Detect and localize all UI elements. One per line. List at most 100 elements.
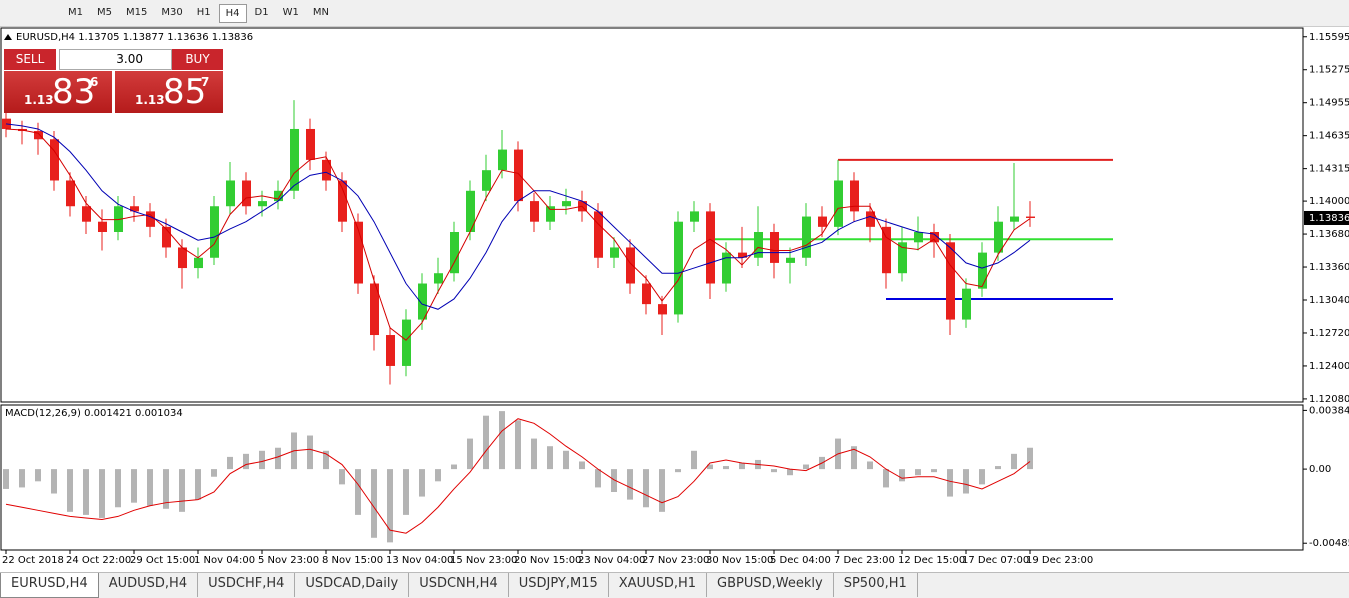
candle-body (706, 211, 715, 284)
sell-button[interactable]: SELL (4, 49, 56, 70)
macd-bar (547, 446, 553, 470)
macd-bar (403, 469, 409, 515)
x-tick-label: 23 Nov 04:00 (578, 555, 645, 566)
timeframe-button[interactable]: M1 (68, 6, 83, 18)
macd-bar (19, 469, 25, 488)
candle-body (354, 221, 363, 284)
price-pane (0, 27, 1304, 403)
timeframe-button[interactable]: M15 (126, 6, 148, 18)
candle-body (274, 190, 283, 202)
candle-body (146, 211, 155, 227)
candle-body (1010, 216, 1019, 222)
collapse-icon (4, 34, 12, 40)
candle-body (978, 252, 987, 289)
x-tick-label: 7 Dec 23:00 (834, 555, 895, 566)
macd-bar (163, 469, 169, 509)
timeframes: M1 M5 M15 M30 H1 H4 D1 W1 MN (62, 3, 337, 23)
candle-body (626, 247, 635, 284)
timeframe-button[interactable]: H1 (196, 6, 211, 18)
candle-body (210, 206, 219, 258)
candle-body (178, 247, 187, 269)
macd-bar (899, 469, 905, 482)
chart-tab[interactable]: EURUSD,H4 (0, 573, 99, 598)
y-tick-label: 1.14955 (1309, 98, 1349, 109)
candle-body (786, 257, 795, 263)
sell-price[interactable]: 1.13 83 6 (4, 71, 112, 113)
chart-tabs: EURUSD,H4 AUDUSD,H4 USDCHF,H4 USDCAD,Daily U… (0, 572, 1349, 598)
macd-bar (451, 464, 457, 470)
chart-tab[interactable]: USDCAD,Daily (295, 573, 410, 597)
y-tick-label: 1.13680 (1309, 229, 1349, 240)
macd-bar (227, 456, 233, 470)
x-tick-label: 12 Dec 15:00 (898, 555, 965, 566)
timeframe-button[interactable]: M30 (161, 6, 183, 18)
macd-pane (0, 404, 1304, 551)
candle-body (882, 226, 891, 274)
macd-bar (723, 466, 729, 470)
chart-tab[interactable]: SP500,H1 (834, 573, 918, 597)
x-tick-label: 20 Nov 15:00 (514, 555, 581, 566)
chart-tab[interactable]: GBPUSD,Weekly (707, 573, 834, 597)
macd-bar (419, 469, 425, 497)
candle-body (770, 232, 779, 263)
macd-bar (947, 469, 953, 497)
volume: 3.00 (116, 52, 143, 66)
buy-price[interactable]: 1.13 85 7 (115, 71, 223, 113)
x-tick-label: 24 Oct 22:00 (66, 555, 131, 566)
y-tick-label: 0.00 (1309, 464, 1331, 475)
candle-body (594, 211, 603, 258)
candle-body (194, 257, 203, 269)
macd-bar (371, 469, 377, 538)
macd-bar (931, 469, 937, 473)
price-pip: 6 (90, 75, 99, 89)
chart-tab[interactable]: USDJPY,M15 (509, 573, 609, 597)
volume-input[interactable]: 3.00 (59, 49, 172, 70)
macd-bar (675, 469, 681, 473)
chart-tab[interactable]: USDCHF,H4 (198, 573, 296, 597)
macd-bar (339, 469, 345, 485)
timeframe-button[interactable]: W1 (282, 6, 299, 18)
timeframe-button[interactable]: MN (312, 6, 329, 18)
y-tick-label: 1.13360 (1309, 262, 1349, 273)
candle-body (818, 216, 827, 227)
moving-average (5, 123, 1031, 310)
macd-bar (979, 469, 985, 485)
timeframe-button[interactable]: H4 (218, 3, 247, 23)
timeframe-button[interactable]: D1 (254, 6, 269, 18)
candle-body (258, 201, 267, 207)
y-tick-label: 1.15595 (1309, 32, 1349, 43)
macd-bar (771, 469, 777, 473)
macd-bar (1011, 453, 1017, 470)
candle-body (82, 206, 91, 222)
x-tick-label: 8 Nov 15:00 (322, 555, 383, 566)
macd-bar (563, 450, 569, 470)
candle-body (962, 288, 971, 320)
chart-tab[interactable]: USDCNH,H4 (409, 573, 509, 597)
candle-body (290, 128, 299, 191)
x-tick-label: 5 Nov 23:00 (258, 555, 319, 566)
x-tick-label: 17 Dec 07:00 (962, 555, 1029, 566)
macd-bar (355, 469, 361, 515)
macd-bar (275, 447, 281, 470)
macd-bar (83, 469, 89, 515)
candle-body (946, 242, 955, 320)
chart-tab[interactable]: AUDUSD,H4 (99, 573, 199, 597)
candle-body (466, 190, 475, 232)
macd-bar (851, 446, 857, 470)
macd-bar (115, 469, 121, 508)
timeframe-button[interactable]: M5 (97, 6, 112, 18)
y-tick-label: 1.12400 (1309, 361, 1349, 372)
candle-body (754, 232, 763, 258)
y-tick-label: 1.12080 (1309, 394, 1349, 405)
candle-body (66, 180, 75, 207)
macd-bar (179, 469, 185, 512)
buy-button[interactable]: BUY (172, 49, 223, 70)
candle-body (338, 180, 347, 222)
candle-body (898, 242, 907, 274)
y-tick-label: 1.14635 (1309, 131, 1349, 142)
candle-body (50, 139, 59, 181)
candle-body (850, 180, 859, 212)
x-tick-label: 19 Dec 23:00 (1026, 555, 1093, 566)
chart-tab[interactable]: XAUUSD,H1 (609, 573, 708, 597)
macd-bar (131, 469, 137, 503)
